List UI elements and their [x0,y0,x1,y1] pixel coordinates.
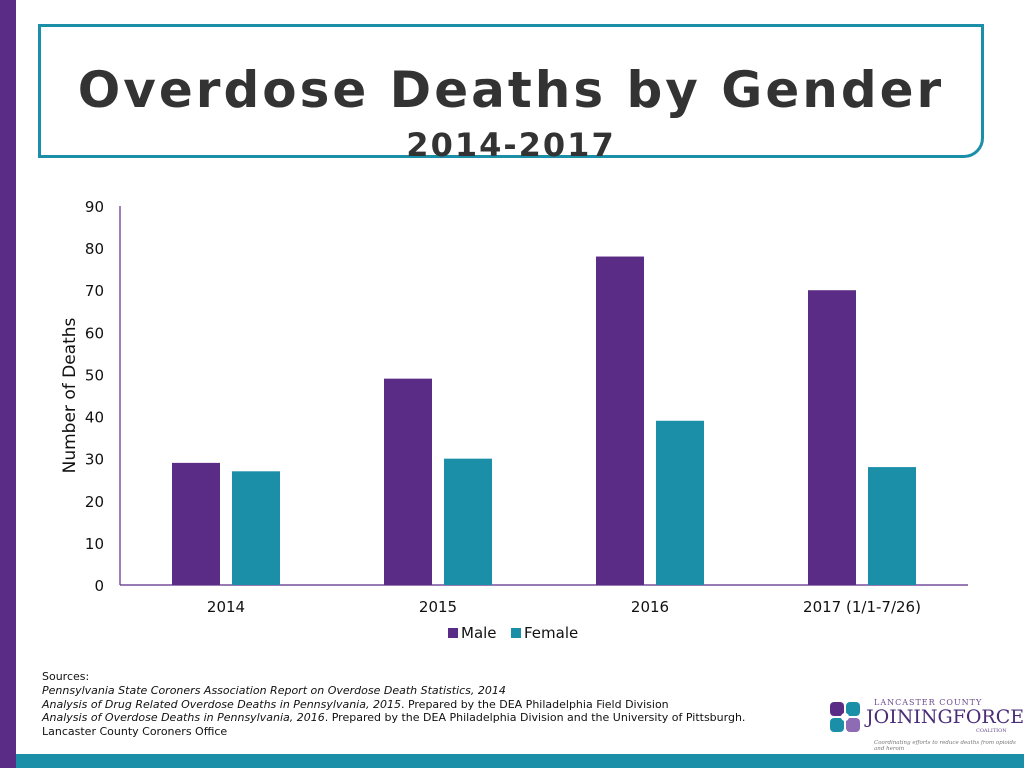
bar-female-3 [868,467,916,585]
bar-male-1 [384,378,432,585]
title-box: Overdose Deaths by Gender 2014-2017 [38,24,984,164]
y-tick-label: 20 [85,493,104,511]
joining-forces-logo: LANCASTER COUNTY JOININGFORCES COALITION… [826,698,1024,752]
bar-male-0 [172,462,220,585]
logo-name-text: JOININGFORCES [866,706,1024,728]
y-tick-label: 0 [94,577,104,595]
y-tick-label: 10 [85,535,104,553]
logo-county-text: LANCASTER COUNTY [874,698,983,707]
sources-heading: Sources: [42,670,90,683]
bar-female-0 [232,471,280,585]
y-tick-label: 40 [85,409,104,427]
y-tick-label: 80 [85,240,104,258]
bottom-accent-bar [16,754,1024,768]
y-tick-label: 30 [85,451,104,469]
legend-swatch-male [448,628,458,638]
y-tick-label: 50 [85,366,104,384]
bar-female-2 [656,420,704,585]
source-line-2-title: Analysis of Drug Related Overdose Deaths… [42,697,401,711]
puzzle-people-icon [830,702,860,732]
bar-chart: 0 10 20 30 40 50 60 70 80 90 Number of Deaths 2014 2… [60,198,968,642]
left-accent-bar [0,0,16,768]
bar-female-1 [444,458,492,585]
x-tick-label: 2015 [419,598,457,616]
y-tick-label: 70 [85,282,104,300]
source-line-2-rest: . Prepared by the DEA Philadelphia Field… [400,697,669,711]
slide-title: Overdose Deaths by Gender [77,61,945,119]
x-tick-label: 2014 [207,598,245,616]
y-tick-label: 60 [85,324,104,342]
source-line-3-rest: . Prepared by the DEA Philadelphia Divis… [324,711,746,725]
y-axis-title: Number of Deaths [60,317,80,473]
slide-subtitle: 2014-2017 [406,126,616,164]
legend-label-male: Male [461,624,497,642]
logo-coalition-text: COALITION [976,728,1007,734]
legend-label-female: Female [524,624,578,642]
logo-tagline: Coordinating efforts to reduce deaths fr… [874,740,1016,752]
source-line-3: Analysis of Overdose Deaths in Pennsylva… [42,711,745,725]
x-tick-label: 2016 [631,598,669,616]
source-line-2: Analysis of Drug Related Overdose Deaths… [42,698,745,712]
bar-male-2 [596,256,644,585]
source-line-4: Lancaster County Coroners Office [42,725,228,739]
x-tick-label: 2017 (1/1-7/26) [803,598,921,616]
sources-block: Sources: Pennsylvania State Coroners Ass… [42,670,745,739]
y-tick-label: 90 [85,198,104,216]
legend-swatch-female [511,628,521,638]
source-line-3-title: Analysis of Overdose Deaths in Pennsylva… [42,711,325,725]
source-line-1: Pennsylvania State Coroners Association … [42,683,506,697]
bar-male-3 [808,290,856,585]
